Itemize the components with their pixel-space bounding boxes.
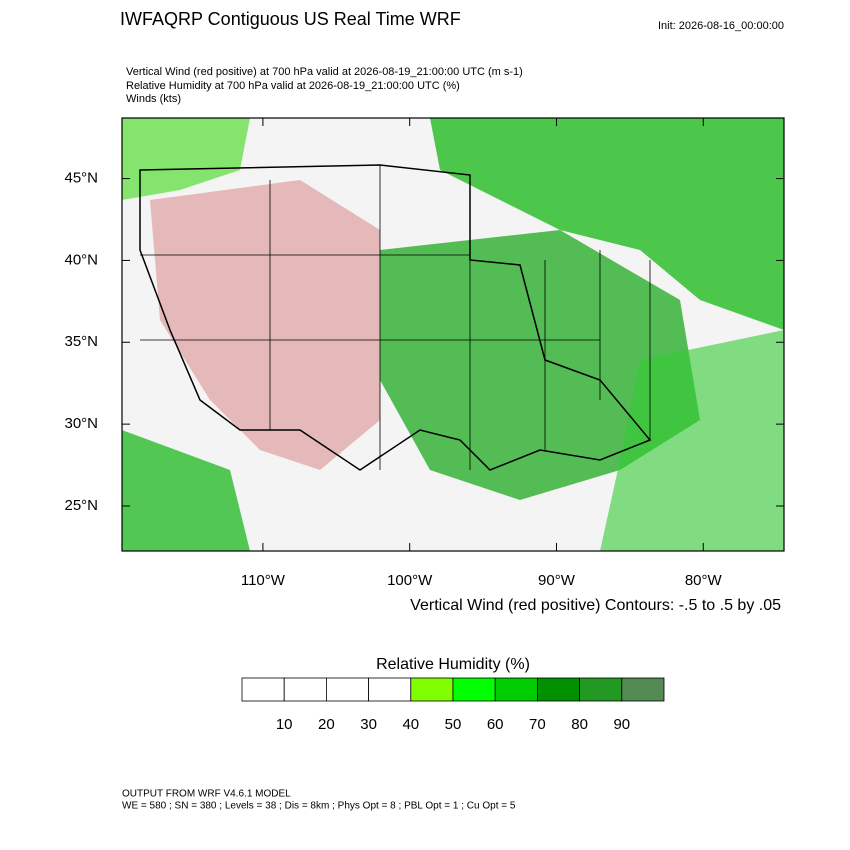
colorbar-tick-label: 10 [276, 716, 293, 733]
colorbar-tick-label: 90 [613, 716, 630, 733]
colorbar-box [241, 677, 285, 702]
y-tick-label: 30°N [64, 415, 98, 432]
field-label: Winds (kts) [126, 93, 181, 105]
colorbar-tick-label: 50 [445, 716, 462, 733]
colorbar-box [283, 677, 327, 702]
y-tick-label: 40°N [64, 251, 98, 268]
title: IWFAQRP Contiguous US Real Time WRF [120, 9, 461, 29]
x-tick-label: 110°W [241, 572, 286, 589]
colorbar-tick-label: 70 [529, 716, 546, 733]
colorbar-tick-label: 20 [318, 716, 335, 733]
colorbar-tick-label: 30 [360, 716, 377, 733]
humidity-area [430, 118, 784, 330]
field-label: Relative Humidity at 700 hPa valid at 20… [126, 80, 460, 92]
y-tick-label: 25°N [64, 497, 98, 514]
y-tick-label: 45°N [64, 170, 98, 187]
colorbar-tick-label: 80 [571, 716, 588, 733]
footer-line: OUTPUT FROM WRF V4.6.1 MODEL [122, 789, 291, 800]
contour-note: Vertical Wind (red positive) Contours: -… [410, 597, 781, 614]
x-tick-label: 80°W [685, 572, 723, 589]
colorbar-tick-label: 60 [487, 716, 504, 733]
map-frame [121, 117, 785, 552]
colorbar-box [621, 677, 665, 702]
x-tick-label: 100°W [387, 572, 433, 589]
colorbar-box [368, 677, 412, 702]
y-tick-label: 35°N [64, 333, 98, 350]
humidity-area [122, 118, 250, 200]
state-borders [140, 165, 651, 470]
colorbar-box [537, 677, 581, 702]
humidity-area [122, 430, 250, 551]
colorbar-title: Relative Humidity (%) [376, 656, 530, 673]
humidity-area [600, 330, 784, 551]
colorbar-tick-label: 40 [402, 716, 419, 733]
humidity-area [380, 230, 700, 500]
colorbar-box [579, 677, 623, 702]
coastline [139, 164, 652, 471]
colorbar: 10 20 30 40 50 60 70 80 90 [241, 677, 665, 733]
field-label: Vertical Wind (red positive) at 700 hPa … [126, 66, 523, 78]
colorbar-box [452, 677, 496, 702]
init-time: Init: 2026-08-16_00:00:00 [658, 20, 784, 32]
map-field [122, 118, 784, 551]
colorbar-box [325, 677, 369, 702]
footer-line: WE = 580 ; SN = 380 ; Levels = 38 ; Dis … [122, 801, 516, 812]
colorbar-box [410, 677, 454, 702]
vertical-wind-area [150, 180, 380, 470]
colorbar-box [494, 677, 538, 702]
map-axes: 110°W 100°W 90°W 80°W 25°N 30°N 35°N 40°N 45°N [64, 118, 784, 589]
x-tick-label: 90°W [538, 572, 576, 589]
